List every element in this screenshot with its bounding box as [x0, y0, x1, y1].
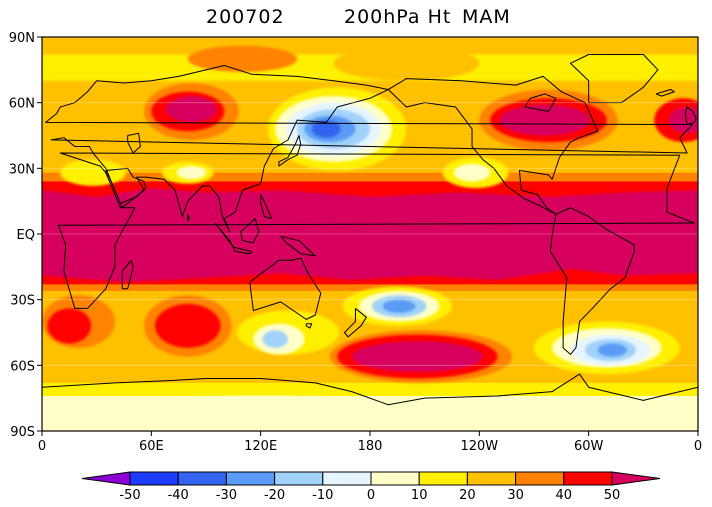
lon-tick-label: 0 [38, 439, 46, 454]
latitude-axis: 90N 60N 30N EQ 30S 60S 90S [9, 31, 42, 440]
gridlines [42, 102, 698, 366]
colorbar-swatch [177, 471, 227, 486]
title-date: 200702 [206, 6, 285, 28]
lon-tick-label: 120E [244, 439, 277, 454]
lat-tick-label: 30N [9, 162, 35, 177]
lon-tick-label: 60E [139, 439, 164, 454]
colorbar-swatch [225, 471, 276, 486]
anomaly-field [42, 37, 698, 431]
lon-tick-label: 120W [460, 439, 498, 454]
lat-tick-label: 60N [9, 97, 35, 112]
colorbar: -50 -40 -30 -20 -10 0 10 20 30 40 50 [81, 471, 661, 503]
colorbar-label: -50 [119, 488, 140, 503]
colorbar-label: 40 [556, 488, 573, 503]
lon-tick-label: 0 [694, 439, 702, 454]
colorbar-swatch [274, 471, 324, 486]
coastlines [42, 54, 698, 406]
longitude-axis: 0 60E 120E 180 120W 60W 0 [38, 431, 702, 454]
colorbar-swatch [322, 471, 372, 486]
colorbar-swatch [563, 471, 613, 486]
lon-tick-label: 60W [574, 439, 604, 454]
colorbar-swatch [515, 471, 565, 486]
colorbar-label: 30 [507, 488, 524, 503]
colorbar-label: -30 [216, 488, 237, 503]
colorbar-label: 50 [604, 488, 621, 503]
title-season: MAM [462, 6, 511, 28]
colorbar-arrow-high [611, 471, 661, 486]
lat-tick-label: 60S [10, 359, 35, 374]
lat-tick-label: 30S [10, 294, 35, 309]
lat-tick-label: EQ [17, 228, 35, 243]
colorbar-label: -40 [168, 488, 189, 503]
lat-tick-label: 90N [9, 31, 35, 46]
colorbar-label: 0 [367, 488, 375, 503]
colorbar-arrow-low [81, 471, 131, 486]
colorbar-label: -10 [312, 488, 333, 503]
colorbar-swatch [418, 471, 468, 486]
colorbar-swatch [466, 471, 517, 486]
colorbar-label: 10 [411, 488, 428, 503]
colorbar-label: 20 [459, 488, 476, 503]
colorbar-swatch [370, 471, 420, 486]
colorbar-label: -20 [264, 488, 285, 503]
lon-tick-label: 180 [358, 439, 383, 454]
colorbar-swatch [129, 471, 179, 486]
lat-tick-label: 90S [10, 425, 35, 440]
title-field: 200hPa Ht [344, 6, 452, 28]
